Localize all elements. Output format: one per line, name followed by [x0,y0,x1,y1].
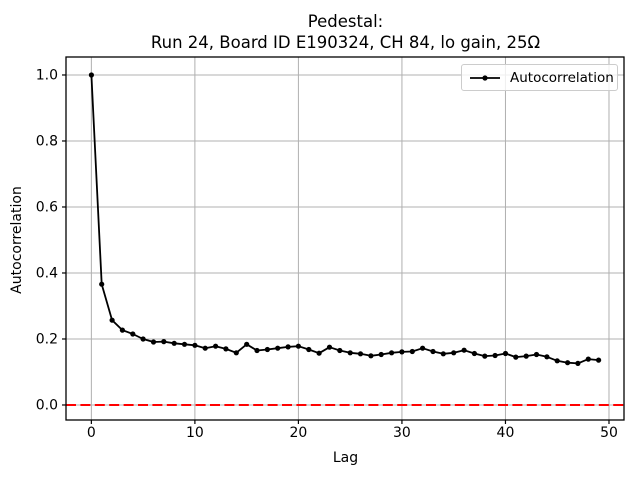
data-point-marker [585,356,591,362]
data-point-marker [420,345,426,351]
data-point-marker [88,72,94,78]
x-tick-label: 30 [393,425,411,441]
data-point-marker [161,339,167,345]
data-point-marker [451,350,457,356]
data-point-marker [523,353,529,359]
x-axis-label: Lag [332,450,359,466]
data-point-marker [461,347,467,353]
x-tick-label: 20 [289,425,307,441]
data-point-marker [150,339,157,345]
y-tick-label: 0.0 [36,397,58,413]
plot-border [65,56,625,421]
data-point-marker [440,351,446,357]
data-point-marker [492,352,498,359]
x-tick-label: 50 [600,425,618,441]
data-point-marker [233,350,239,356]
data-point-marker [596,357,602,363]
data-point-marker [306,346,312,353]
data-point-marker [130,331,136,337]
x-tick-label: 0 [87,425,96,441]
x-tick-label: 40 [497,425,515,441]
data-point-marker [513,354,519,360]
data-point-marker [378,351,384,358]
data-point-marker [389,350,395,356]
data-point-marker [471,350,477,357]
data-point-marker [140,336,146,342]
data-point-marker [119,327,125,333]
data-point-marker [337,347,343,354]
data-point-marker [347,350,353,356]
data-point-marker [192,342,198,348]
legend: Autocorrelation [461,64,618,91]
data-point-marker [295,343,301,349]
data-point-marker [533,351,540,358]
chart-title: Pedestal: Run 24, Board ID E190324, CH 8… [66,11,625,53]
data-point-marker [316,350,322,356]
data-point-marker [409,348,415,355]
data-point-marker [326,344,333,350]
y-tick-label: 0.6 [36,199,58,215]
data-point-marker [565,360,571,366]
data-point-marker [554,358,560,364]
y-tick-label: 1.0 [36,67,58,83]
data-point-marker [275,345,281,351]
y-tick-label: 0.4 [36,265,58,281]
data-point-marker [544,354,550,360]
data-point-marker [244,341,250,347]
legend-line-sample-icon [470,74,500,81]
legend-label: Autocorrelation [510,69,614,86]
data-point-marker [357,351,364,357]
data-point-marker [285,344,291,350]
x-tick-label: 10 [186,425,204,441]
autocorrelation-line [90,74,599,365]
legend-sample-marker-icon [482,74,488,81]
data-point-marker [99,281,105,287]
data-point-marker [264,346,270,353]
data-point-marker [213,343,219,349]
data-point-marker [502,350,509,357]
chart-title-line1: Pedestal: [307,12,384,31]
data-point-marker [430,348,436,355]
data-point-marker [202,345,208,351]
chart-title-line2: Run 24, Board ID E190324, CH 84, lo gain… [150,33,541,52]
data-point-marker [482,353,488,359]
data-point-marker [575,360,581,366]
y-tick-label: 0.2 [36,331,58,347]
data-point-marker [223,346,229,352]
data-point-marker [181,341,188,347]
y-tick-label: 0.8 [36,133,58,149]
data-point-marker [171,340,177,346]
data-point-marker [399,349,405,355]
data-point-marker [368,353,374,359]
y-axis-label: Autocorrelation [9,186,25,294]
data-point-marker [109,317,115,323]
data-point-marker [254,347,260,354]
